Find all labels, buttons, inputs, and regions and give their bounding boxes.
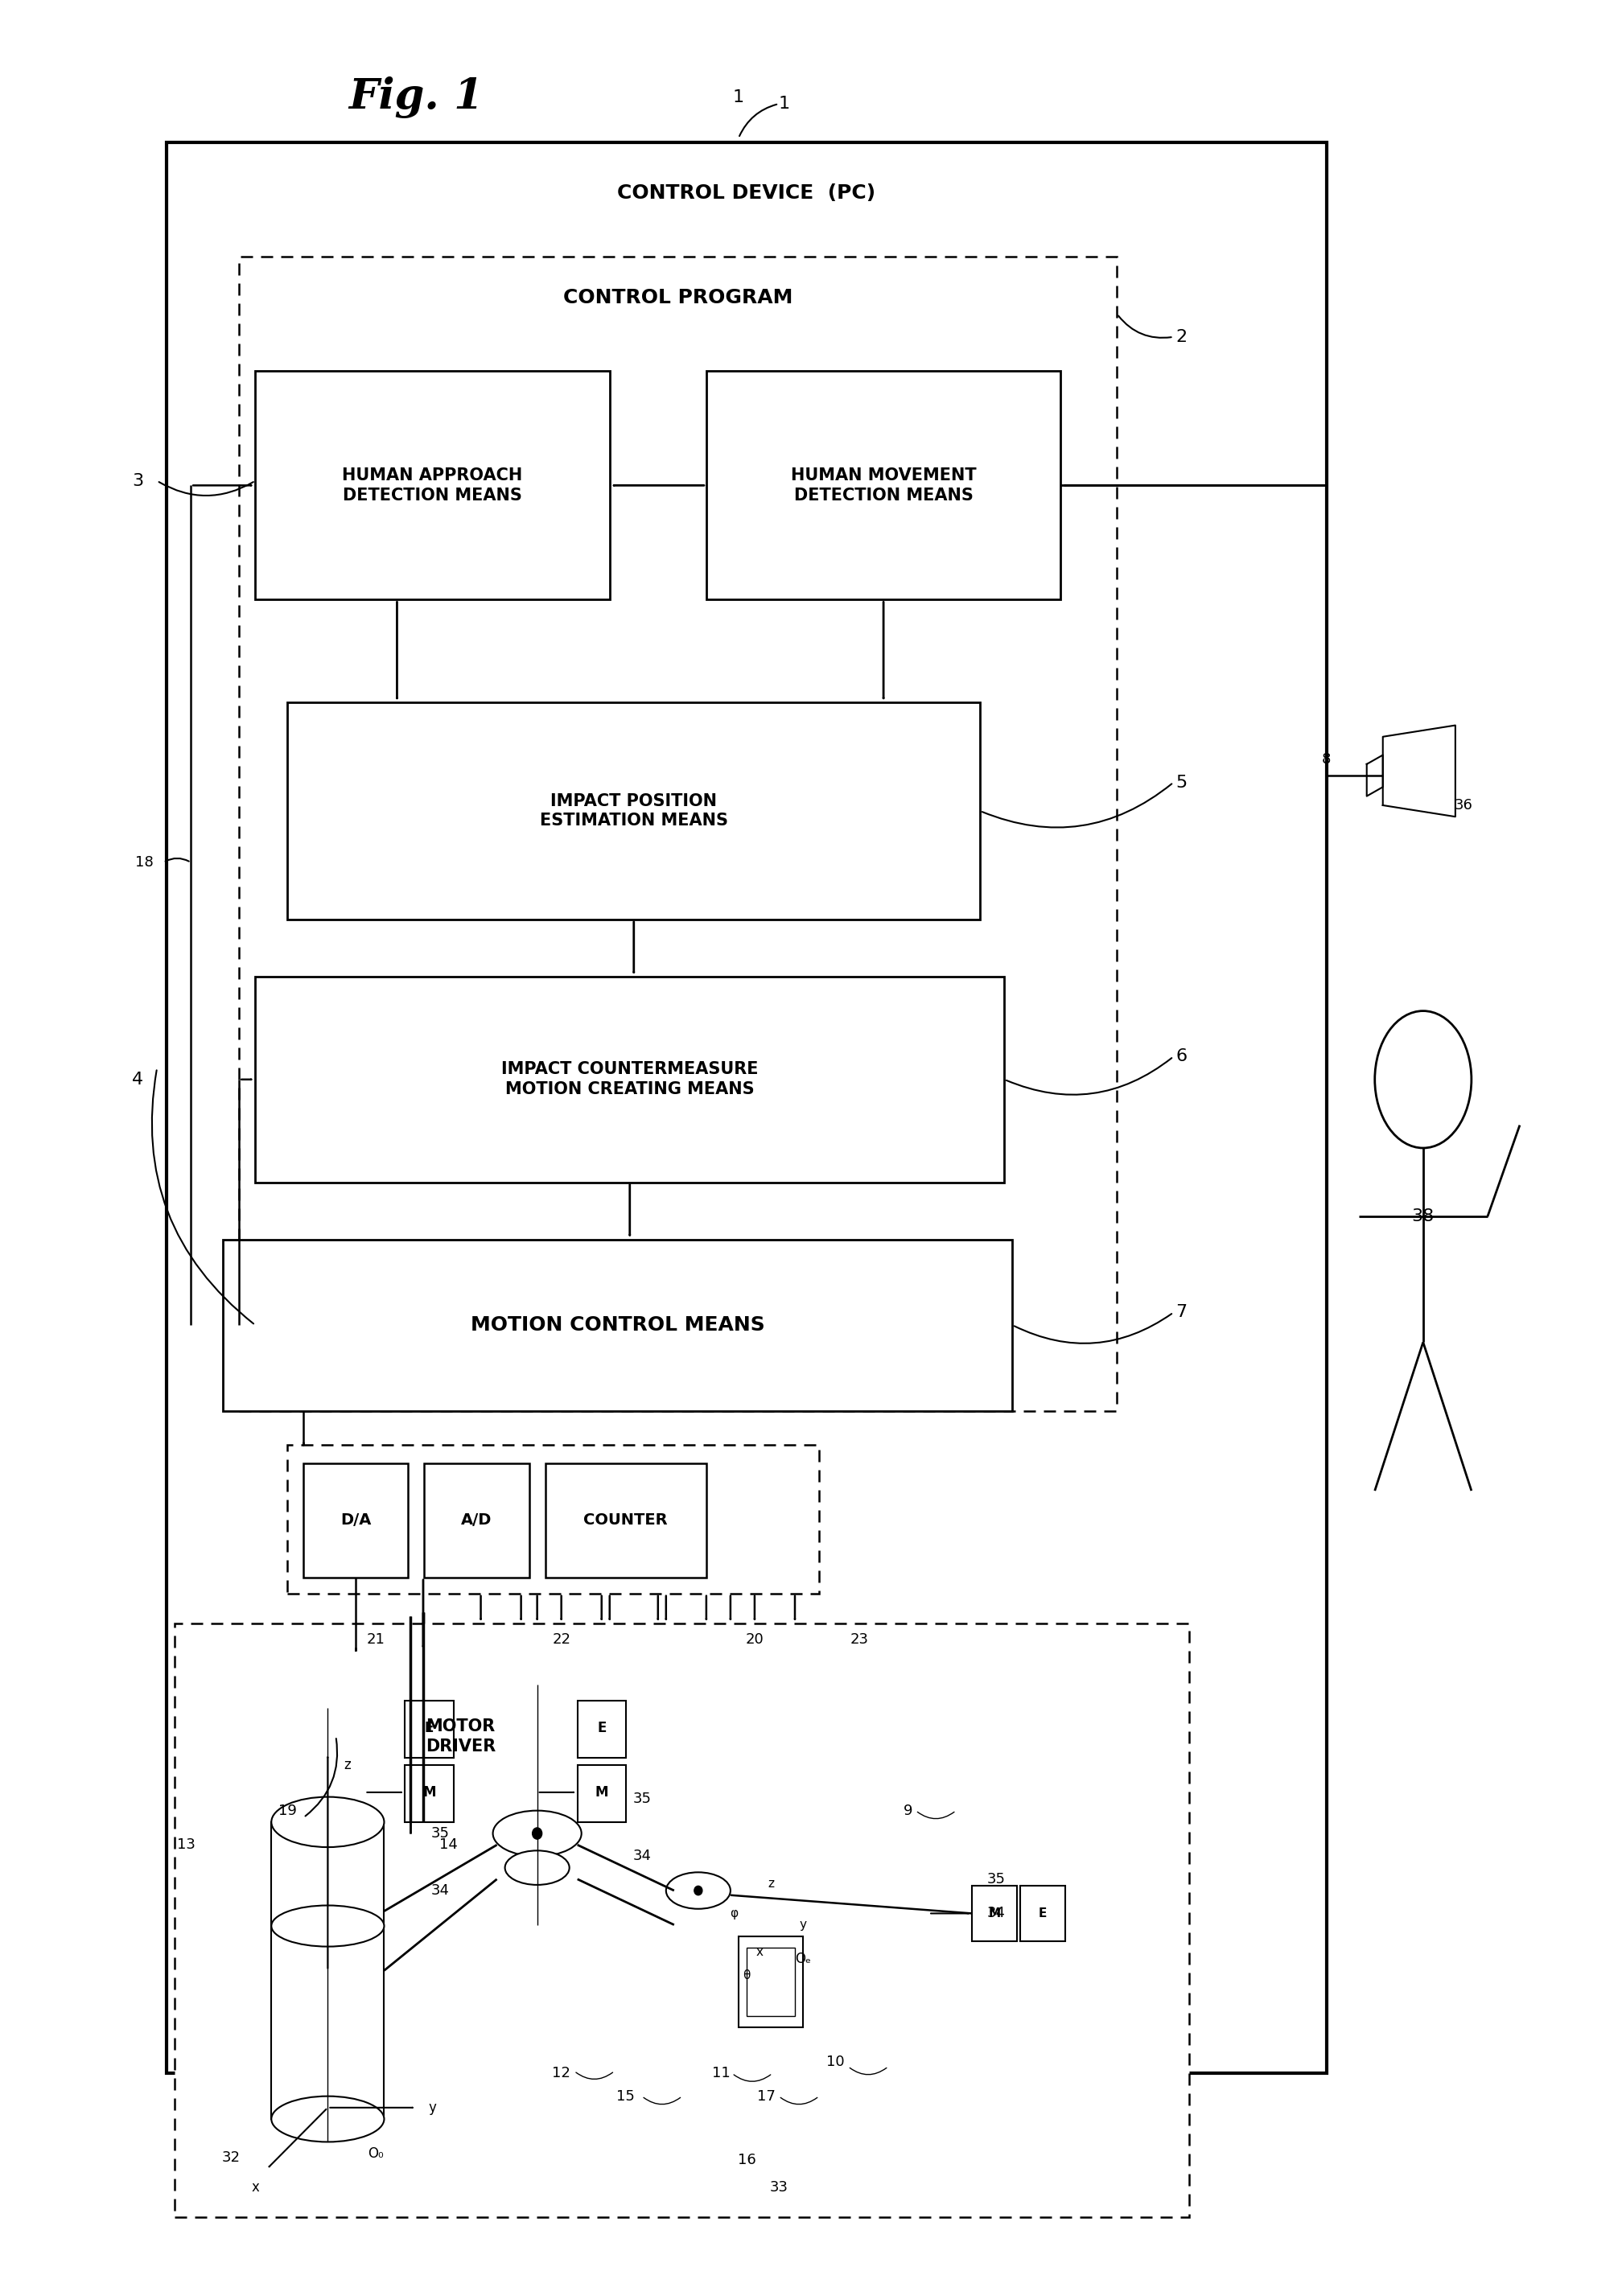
Text: z: z (767, 1878, 774, 1890)
Bar (746, 1947, 795, 2016)
Text: θ: θ (743, 1970, 751, 1981)
Text: 17: 17 (757, 2089, 775, 2103)
Text: 15: 15 (616, 2089, 634, 2103)
Ellipse shape (271, 1798, 384, 1848)
Text: O₀: O₀ (368, 2147, 384, 2161)
Text: MOTION CONTROL MEANS: MOTION CONTROL MEANS (470, 1316, 766, 1334)
Text: x: x (756, 1947, 762, 1958)
Text: Fig. 1: Fig. 1 (349, 76, 483, 117)
Text: 36: 36 (1455, 799, 1473, 813)
Text: 14: 14 (440, 1837, 457, 1853)
Text: IMPACT COUNTERMEASURE
MOTION CREATING MEANS: IMPACT COUNTERMEASURE MOTION CREATING ME… (501, 1061, 759, 1097)
Text: MOTOR
DRIVER: MOTOR DRIVER (425, 1717, 496, 1754)
Text: 18: 18 (135, 854, 152, 870)
Ellipse shape (493, 1812, 581, 1855)
Text: 1: 1 (733, 90, 744, 106)
Text: 2: 2 (1176, 328, 1187, 344)
Text: E: E (597, 1722, 607, 1736)
Text: 9: 9 (903, 1802, 912, 1818)
Text: 33: 33 (769, 2181, 788, 2195)
Text: 23: 23 (850, 1632, 868, 1646)
Text: COUNTER: COUNTER (584, 1513, 668, 1529)
Text: 38: 38 (1411, 1208, 1434, 1224)
Bar (336, 1651, 586, 1823)
Text: 5: 5 (1176, 774, 1187, 790)
Text: 1: 1 (779, 96, 790, 113)
Text: z: z (344, 1759, 350, 1773)
Bar (706, 372, 1061, 599)
Text: 16: 16 (738, 2154, 756, 2167)
Ellipse shape (271, 1906, 384, 1947)
Ellipse shape (271, 2096, 384, 2142)
Text: 21: 21 (367, 1632, 386, 1646)
Bar (577, 1701, 626, 1759)
Text: φ: φ (730, 1908, 738, 1919)
Text: y: y (428, 2101, 436, 2115)
Ellipse shape (532, 1828, 542, 1839)
Text: IMPACT POSITION
ESTIMATION MEANS: IMPACT POSITION ESTIMATION MEANS (540, 792, 728, 829)
Ellipse shape (694, 1885, 702, 1894)
Ellipse shape (504, 1851, 569, 1885)
Text: 4: 4 (131, 1072, 143, 1088)
Polygon shape (1367, 755, 1384, 797)
Bar (287, 1444, 819, 1593)
Text: 32: 32 (222, 2151, 240, 2165)
Text: E: E (425, 1722, 433, 1736)
Bar (545, 1463, 706, 1577)
Text: HUMAN MOVEMENT
DETECTION MEANS: HUMAN MOVEMENT DETECTION MEANS (790, 468, 976, 503)
Bar (167, 142, 1327, 2073)
Text: M: M (988, 1908, 1001, 1919)
Text: 7: 7 (1176, 1304, 1187, 1320)
Text: y: y (800, 1919, 806, 1931)
Text: 35: 35 (633, 1791, 650, 1807)
Text: 3: 3 (131, 473, 143, 489)
Text: E: E (1038, 1908, 1048, 1919)
Bar (287, 703, 980, 918)
Text: HUMAN APPROACH
DETECTION MEANS: HUMAN APPROACH DETECTION MEANS (342, 468, 522, 503)
Bar (738, 1936, 803, 2027)
Text: A/D: A/D (461, 1513, 491, 1529)
Bar (972, 1885, 1017, 1940)
Ellipse shape (667, 1871, 730, 1908)
Bar (255, 976, 1004, 1182)
Bar (175, 1623, 1189, 2218)
Text: 35: 35 (431, 1825, 449, 1841)
Bar (406, 1766, 454, 1823)
Text: 34: 34 (988, 1906, 1006, 1922)
Text: 20: 20 (746, 1632, 764, 1646)
Text: CONTROL PROGRAM: CONTROL PROGRAM (563, 289, 793, 308)
Text: 13: 13 (177, 1837, 195, 1853)
Text: 22: 22 (551, 1632, 571, 1646)
Text: D/A: D/A (341, 1513, 371, 1529)
Bar (577, 1766, 626, 1823)
Text: 34: 34 (431, 1883, 449, 1899)
Text: 19: 19 (279, 1802, 297, 1818)
Bar (303, 1463, 409, 1577)
Text: 12: 12 (551, 2066, 571, 2080)
Bar (255, 372, 610, 599)
Text: 11: 11 (712, 2066, 730, 2080)
Text: M: M (595, 1784, 608, 1800)
Text: 8: 8 (1322, 753, 1332, 767)
Text: x: x (251, 2181, 260, 2195)
Bar (406, 1701, 454, 1759)
Bar (1020, 1885, 1066, 1940)
Bar (238, 257, 1118, 1410)
Text: M: M (423, 1784, 436, 1800)
Text: 35: 35 (988, 1871, 1006, 1887)
Polygon shape (1384, 726, 1455, 817)
Text: 34: 34 (633, 1848, 650, 1864)
Text: 6: 6 (1176, 1049, 1187, 1065)
Bar (271, 1823, 384, 2119)
Circle shape (1375, 1010, 1471, 1148)
Bar (425, 1463, 529, 1577)
Text: 10: 10 (826, 2055, 845, 2069)
Bar (224, 1240, 1012, 1410)
Text: Oₑ: Oₑ (795, 1952, 811, 1965)
Text: CONTROL DEVICE  (PC): CONTROL DEVICE (PC) (618, 184, 876, 202)
